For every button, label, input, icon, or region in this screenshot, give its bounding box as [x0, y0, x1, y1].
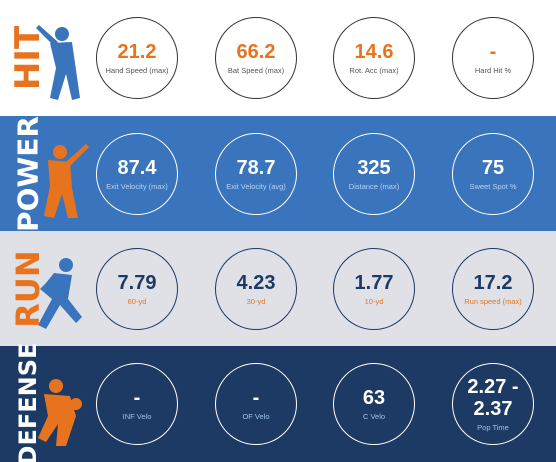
- stat-circle: 14.6 Rot. Acc (max): [333, 17, 415, 99]
- stat-circle: 7.79 60-yd: [96, 247, 178, 330]
- stat-circle: 87.4 Exit Velocity (max): [96, 132, 178, 215]
- stat-value: 63: [362, 387, 386, 409]
- stat-value: 7.79: [117, 271, 157, 294]
- stat-label: Rot. Acc (max): [349, 66, 399, 75]
- stat-value: 4.23: [236, 271, 276, 294]
- stat-circle: 75 Sweet Spot %: [452, 132, 534, 215]
- stat-label: Exit Velocity (avg): [226, 181, 286, 191]
- stat-label: 60-yd: [127, 296, 147, 306]
- stat-label: 10-yd: [364, 296, 384, 306]
- stat-label: Run speed (max): [464, 296, 522, 306]
- stat-label: C Velo: [362, 412, 386, 421]
- stat-label: Bat Speed (max): [227, 66, 285, 75]
- stat-value: 17.2: [473, 271, 513, 294]
- stat-circle: 21.2 Hand Speed (max): [96, 17, 178, 99]
- stat-label: OF Velo: [242, 412, 270, 421]
- row-label: DEFENSE: [14, 342, 42, 462]
- stat-circle: 78.7 Exit Velocity (avg): [215, 132, 297, 215]
- stat-circle: 325 Distance (max): [333, 132, 415, 215]
- stat-row: RUN 7.79 60-yd 4.23 30-yd 1.77 10-yd 17.2 Run sp…: [0, 231, 556, 346]
- row-label: RUN: [9, 249, 47, 328]
- stat-circle: 4.23 30-yd: [215, 247, 297, 330]
- stat-label: Exit Velocity (max): [106, 181, 168, 191]
- stat-circle: 2.27 - 2.37 Pop Time: [452, 363, 534, 445]
- stat-circle: 17.2 Run speed (max): [452, 247, 534, 330]
- stat-value: 66.2: [236, 41, 276, 63]
- stat-value: 87.4: [117, 156, 157, 179]
- stat-circle: - INF Velo: [96, 363, 178, 445]
- stat-circle: 63 C Velo: [333, 363, 415, 445]
- row-label: HIT: [8, 25, 48, 91]
- stat-value: 75: [481, 156, 505, 179]
- row-label: POWER: [11, 115, 45, 232]
- player-icon: [38, 379, 82, 446]
- stat-label: Distance (max): [348, 181, 400, 191]
- stat-label: Sweet Spot %: [469, 181, 517, 191]
- stat-value: 21.2: [117, 41, 157, 63]
- stat-value: 2.27 - 2.37: [467, 376, 519, 420]
- stat-value: -: [489, 41, 497, 63]
- player-icon: [38, 258, 82, 329]
- stat-circle: 1.77 10-yd: [333, 247, 415, 330]
- stat-circle: - OF Velo: [215, 363, 297, 445]
- stat-value: 78.7: [236, 156, 276, 179]
- stat-circle: - Hard Hit %: [452, 17, 534, 99]
- stat-circle: 66.2 Bat Speed (max): [215, 17, 297, 99]
- stat-value: 325: [357, 156, 391, 179]
- player-icon: [44, 144, 89, 218]
- stat-label: 30-yd: [246, 296, 266, 306]
- stat-value: -: [133, 387, 141, 409]
- player-icon: [36, 25, 80, 100]
- stat-label: Hand Speed (max): [105, 66, 169, 75]
- stat-row: HIT 21.2 Hand Speed (max) 66.2 Bat Speed (ma…: [0, 0, 556, 116]
- stat-row: DEFENSE - INF Velo - OF Velo 63 C Velo 2.27 - 2…: [0, 342, 556, 462]
- stat-label: Pop Time: [477, 423, 509, 432]
- stat-value: 1.77: [354, 271, 394, 294]
- stat-row: POWER 87.4 Exit Velocity (max) 78.7 Exit Vel…: [0, 116, 556, 231]
- stat-value: 14.6: [354, 41, 394, 63]
- stat-value: -: [252, 387, 260, 409]
- stat-label: INF Velo: [122, 412, 152, 421]
- stat-label: Hard Hit %: [474, 66, 512, 75]
